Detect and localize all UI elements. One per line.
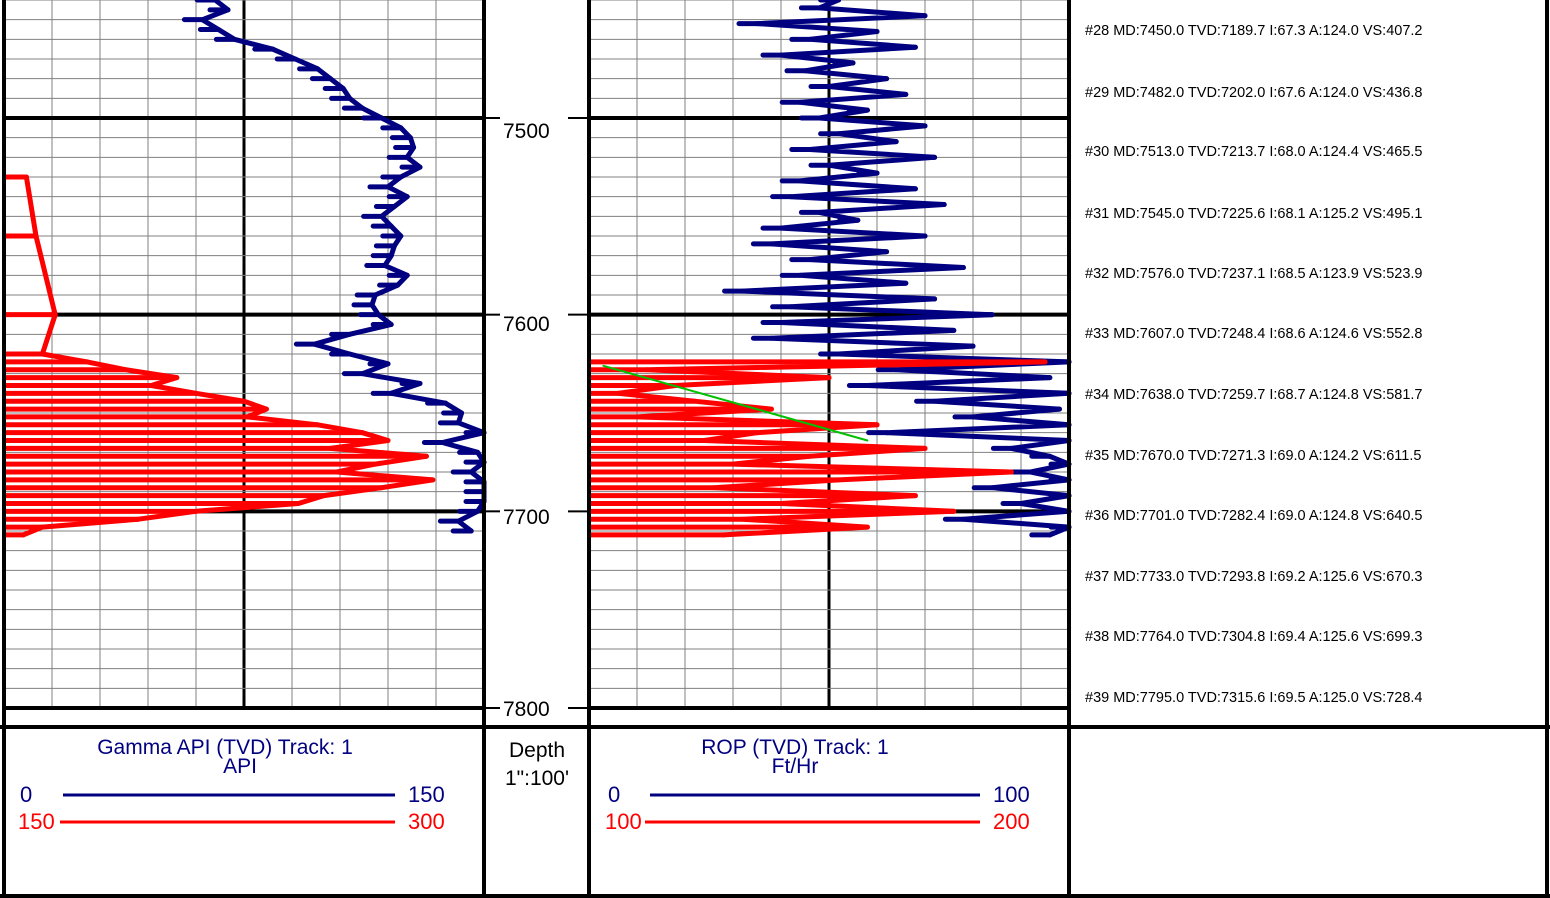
gamma-blue-scale-max: 150 bbox=[408, 782, 445, 807]
gamma-unit-label: API bbox=[223, 755, 257, 778]
rop-red-scale-max: 200 bbox=[993, 809, 1030, 834]
rop-track-title: ROP (TVD) Track: 1 bbox=[701, 736, 889, 759]
series-line bbox=[602, 364, 869, 442]
rop-blue-scale-min: 0 bbox=[608, 782, 621, 807]
gamma-red-scale-min: 150 bbox=[18, 809, 55, 834]
survey-row: #36 MD:7701.0 TVD:7282.4 I:69.0 A:124.8 … bbox=[1085, 508, 1423, 524]
survey-row: #35 MD:7670.0 TVD:7271.3 I:69.0 A:124.2 … bbox=[1085, 448, 1422, 464]
gamma-blue-scale-min: 0 bbox=[20, 782, 33, 807]
survey-row: #30 MD:7513.0 TVD:7213.7 I:68.0 A:124.4 … bbox=[1085, 144, 1423, 160]
rop-red-scale-min: 100 bbox=[605, 809, 642, 834]
survey-row: #38 MD:7764.0 TVD:7304.8 I:69.4 A:125.6 … bbox=[1085, 629, 1423, 645]
survey-row: #34 MD:7638.0 TVD:7259.7 I:68.7 A:124.8 … bbox=[1085, 387, 1423, 403]
rop-track bbox=[588, 0, 1072, 710]
rop-blue-scale-max: 100 bbox=[993, 782, 1030, 807]
survey-row: #39 MD:7795.0 TVD:7315.6 I:69.5 A:125.0 … bbox=[1085, 690, 1423, 706]
depth-tick-label: 7500 bbox=[503, 120, 550, 143]
depth-track-title: Depth bbox=[508, 739, 566, 762]
depth-tick-label: 7600 bbox=[503, 313, 550, 336]
survey-row: #28 MD:7450.0 TVD:7189.7 I:67.3 A:124.0 … bbox=[1085, 23, 1423, 39]
gamma-red-scale-max: 300 bbox=[408, 809, 445, 834]
survey-row: #33 MD:7607.0 TVD:7248.4 I:68.6 A:124.6 … bbox=[1085, 326, 1423, 342]
survey-row: #29 MD:7482.0 TVD:7202.0 I:67.6 A:124.0 … bbox=[1085, 85, 1423, 101]
survey-row: #31 MD:7545.0 TVD:7225.6 I:68.1 A:125.2 … bbox=[1085, 206, 1423, 222]
depth-tick-label: 7800 bbox=[503, 698, 550, 721]
depth-scale-label: 1":100' bbox=[504, 767, 569, 790]
survey-row: #37 MD:7733.0 TVD:7293.8 I:69.2 A:125.6 … bbox=[1085, 569, 1423, 585]
depth-tick-label: 7700 bbox=[503, 506, 550, 529]
rop-unit-label: Ft/Hr bbox=[771, 755, 819, 778]
gamma-track-title: Gamma API (TVD) Track: 1 bbox=[97, 736, 353, 759]
gamma-track bbox=[3, 0, 487, 710]
survey-row: #32 MD:7576.0 TVD:7237.1 I:68.5 A:123.9 … bbox=[1085, 266, 1423, 282]
